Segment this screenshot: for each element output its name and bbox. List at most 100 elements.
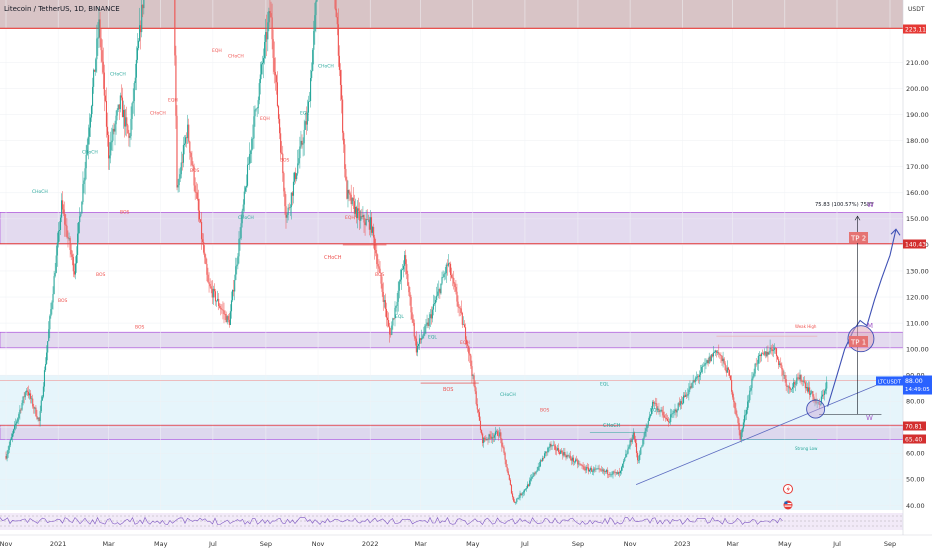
candle-body <box>21 402 23 410</box>
structure-label: BOS <box>120 210 130 216</box>
candle-body <box>664 417 666 419</box>
candle-body <box>373 226 375 238</box>
candle-body <box>9 440 11 446</box>
candle-body <box>40 400 42 412</box>
candle-body <box>345 168 347 180</box>
candle-body <box>131 103 133 119</box>
candle-body <box>532 475 534 477</box>
candle-body <box>618 472 620 474</box>
candle-body <box>430 314 432 319</box>
candle-body <box>400 269 402 280</box>
candle-body <box>506 467 508 472</box>
candle-body <box>625 454 627 458</box>
x-tick-label: Nov <box>0 540 12 548</box>
candle-body <box>751 378 753 388</box>
candle-body <box>140 25 142 33</box>
candle-body <box>143 0 145 9</box>
candle-body <box>372 226 374 233</box>
candle-body <box>381 283 383 292</box>
zone-0 <box>0 212 904 245</box>
candle-body <box>307 101 309 113</box>
candle-body <box>624 457 626 462</box>
candle-body <box>339 70 342 85</box>
wave-label-w-top: W <box>867 201 874 209</box>
candle-body <box>511 493 514 498</box>
candle-body <box>472 375 474 377</box>
candle-body <box>544 453 546 459</box>
candle-body <box>139 25 141 41</box>
candle-body <box>668 421 670 423</box>
candle-body <box>570 458 572 461</box>
candle-body <box>346 179 348 199</box>
candle-body <box>30 393 32 399</box>
lightning-event-icon[interactable] <box>783 484 793 494</box>
candle-body <box>688 389 690 395</box>
candle-body <box>52 294 54 303</box>
candle-body <box>435 300 437 304</box>
candle-body <box>37 417 39 419</box>
candle-body <box>726 367 728 373</box>
candle-body <box>415 338 417 353</box>
candle-body <box>637 452 639 461</box>
candle-body <box>826 381 828 389</box>
candle-body <box>18 414 20 419</box>
candle-body <box>499 432 501 436</box>
candle-body <box>141 4 143 33</box>
projection-path <box>827 229 897 407</box>
bos-main-label: BOS <box>443 387 453 393</box>
candle-body <box>404 255 406 266</box>
candle-body <box>425 324 427 326</box>
candle-body <box>289 207 291 209</box>
candle-body <box>474 385 476 392</box>
candle-body <box>55 255 57 273</box>
candle-body <box>530 478 532 481</box>
candle-body <box>362 215 364 217</box>
candle-body <box>392 318 394 326</box>
candle-body <box>509 479 511 485</box>
x-tick-label: Jul <box>832 540 841 548</box>
candle-body <box>121 97 124 118</box>
candle-body <box>656 403 658 410</box>
candle-body <box>84 168 86 181</box>
candle-body <box>662 411 664 416</box>
candle-body <box>230 300 233 312</box>
candle-body <box>475 391 477 405</box>
candle-body <box>220 307 222 310</box>
candle-body <box>495 431 498 433</box>
candle-body <box>586 467 588 468</box>
candle-body <box>195 192 197 193</box>
candle-body <box>46 352 48 365</box>
candle-body <box>239 238 241 239</box>
candle-body <box>801 381 803 382</box>
candle-body <box>337 24 339 56</box>
candle-body <box>229 311 231 325</box>
us-flag-event-icon[interactable] <box>783 500 793 510</box>
structure-label: EQH <box>168 98 178 104</box>
candle-body <box>590 468 592 470</box>
candle-body <box>479 420 482 431</box>
structure-label: CHoCH <box>500 392 516 398</box>
candle-body <box>102 61 104 73</box>
candle-body <box>34 407 36 409</box>
candle-body <box>774 348 776 349</box>
candle-body <box>395 305 397 308</box>
candle-body <box>305 121 307 125</box>
candle-body <box>267 22 269 40</box>
candle-body <box>529 480 531 486</box>
candle-body <box>769 347 771 353</box>
candle-body <box>630 440 632 443</box>
candle-body <box>607 469 609 475</box>
candle-body <box>477 409 479 413</box>
candle-body <box>676 410 678 413</box>
candle-body <box>409 292 411 298</box>
candle-body <box>416 345 418 353</box>
candle-body <box>817 402 819 403</box>
candle-body <box>651 401 654 409</box>
candle-body <box>269 11 271 14</box>
structure-label: BOS <box>96 272 106 278</box>
candle-body <box>132 101 134 104</box>
candle-body <box>519 493 521 498</box>
candle-body <box>429 314 431 319</box>
